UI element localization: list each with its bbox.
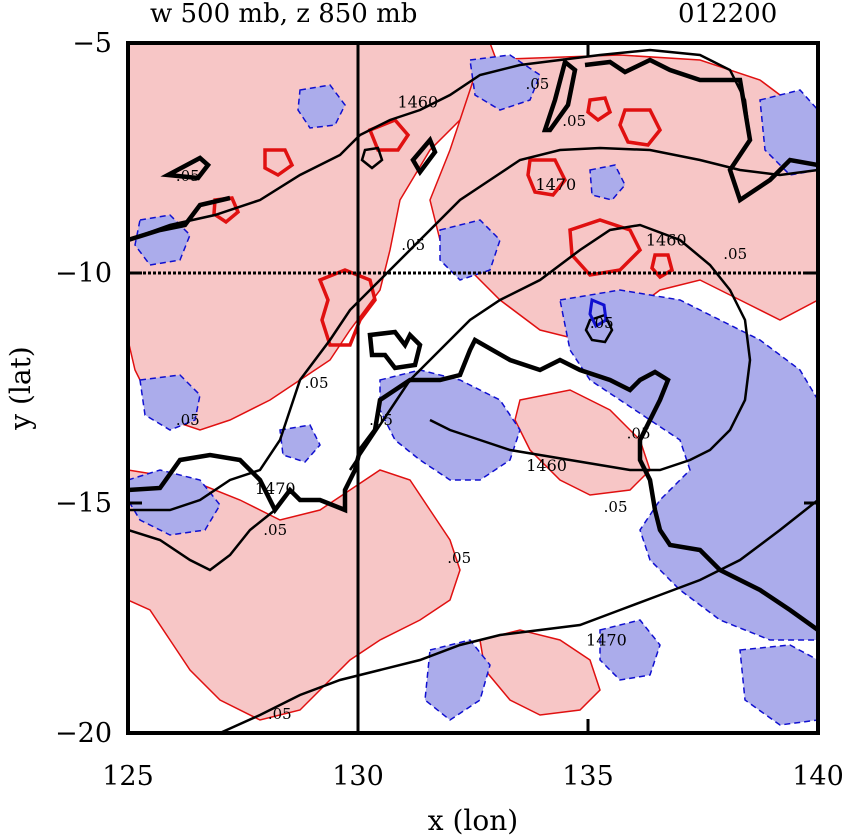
chart-title-left: w 500 mb, z 850 mb <box>150 0 417 29</box>
z-contour-label: 1470 <box>586 631 627 650</box>
w-contour-label: .05 <box>447 549 471 567</box>
x-axis-label: x (lon) <box>428 804 518 837</box>
w-contour-label: .05 <box>525 75 549 93</box>
negative-w-shading <box>128 54 818 726</box>
y-tick-labels: −5 −10 −15 −20 <box>55 28 112 749</box>
x-tick-label: 135 <box>562 761 614 792</box>
z-contour-label: 1460 <box>646 230 687 249</box>
w-contour-label: .05 <box>263 521 287 539</box>
x-tick-label: 125 <box>102 761 154 792</box>
z-contour-label: 1460 <box>526 456 567 475</box>
y-tick-label: −15 <box>55 488 112 519</box>
z-contour-labels: 1460 1470 1460 1460 1470 1470 <box>255 92 687 650</box>
axis-ticks <box>126 41 820 735</box>
w-contour-label: .05 <box>305 374 329 392</box>
y-tick-label: −20 <box>55 718 112 749</box>
w-contour-label: .05 <box>604 498 628 516</box>
y-axis-label: y (lat) <box>4 346 37 430</box>
w-contour-labels: .05 .05 .05 .05 .05 .05 .05 .05 .05 .05 .05 .05 .05.… <box>176 75 747 723</box>
y-tick-label: −10 <box>55 258 112 289</box>
y-tick-label: −5 <box>72 28 112 59</box>
x-tick-labels: 125 130 135 140 <box>102 761 844 792</box>
height-contours-thick <box>128 57 818 632</box>
w-contour-label: .05 <box>176 167 200 185</box>
w-contour-label: .05 <box>176 411 200 429</box>
z-contour-label: 1460 <box>397 92 438 111</box>
z-contour-label: 1470 <box>255 479 296 498</box>
w-contour-label: .05 <box>627 425 651 443</box>
strong-updraft-contours <box>212 96 675 347</box>
w-contour-label: .05 <box>401 236 425 254</box>
w-contour-label: .05 <box>562 112 586 130</box>
w-contour-label: .05 <box>369 411 393 429</box>
blue-contour-feature <box>588 297 608 329</box>
w-contour-label: .05 <box>268 705 292 723</box>
x-tick-label: 130 <box>332 761 384 792</box>
w-contour-label: .05 <box>590 314 614 332</box>
x-tick-label: 140 <box>792 761 844 792</box>
plot-frame <box>126 41 820 735</box>
z-contour-label: 1470 <box>535 175 576 194</box>
reference-lines <box>128 43 818 733</box>
w-contour-label: .05 <box>723 245 747 263</box>
chart-title-right: 012200 <box>678 0 777 29</box>
